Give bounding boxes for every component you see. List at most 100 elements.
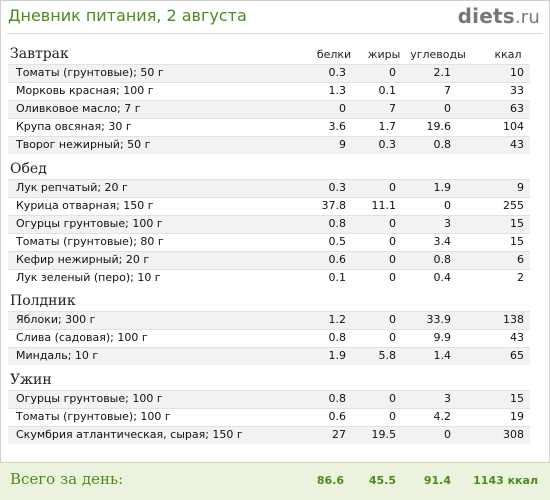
section-title: Полдник bbox=[10, 293, 76, 309]
food-name: Томаты (грунтовые); 100 г bbox=[16, 410, 171, 423]
fat-value: 0 bbox=[389, 181, 396, 194]
kcal-value: 2 bbox=[517, 271, 524, 284]
kcal-value: 308 bbox=[503, 428, 524, 441]
protein-value: 0.3 bbox=[328, 66, 347, 79]
food-row: Слива (садовая); 100 г 0.8 0 9.9 43 bbox=[8, 329, 530, 347]
carbs-value: 0 bbox=[444, 199, 451, 212]
carbs-value: 7 bbox=[444, 84, 451, 97]
kcal-value: 33 bbox=[510, 84, 524, 97]
totals-label: Всего за день: bbox=[10, 470, 124, 488]
fat-value: 0 bbox=[389, 253, 396, 266]
kcal-value: 19 bbox=[510, 410, 524, 423]
fat-value: 0 bbox=[389, 410, 396, 423]
food-name: Огурцы грунтовые; 100 г bbox=[16, 217, 163, 230]
column-header-fat: жиры bbox=[367, 48, 401, 61]
food-row: Кефир нежирный; 20 г 0.6 0 0.8 6 bbox=[8, 251, 530, 269]
kcal-value: 6 bbox=[517, 253, 524, 266]
fat-value: 0 bbox=[389, 313, 396, 326]
carbs-value: 2.1 bbox=[433, 66, 452, 79]
food-row: Морковь красная; 100 г 1.3 0.1 7 33 bbox=[8, 82, 530, 100]
food-row: Курица отварная; 150 г 37.8 11.1 0 255 bbox=[8, 197, 530, 215]
fat-value: 5.8 bbox=[378, 349, 397, 362]
fat-value: 0 bbox=[389, 271, 396, 284]
protein-value: 1.2 bbox=[328, 313, 347, 326]
food-row: Творог нежирный; 50 г 9 0.3 0.8 43 bbox=[8, 136, 530, 154]
protein-value: 37.8 bbox=[321, 199, 347, 212]
fat-value: 0.3 bbox=[378, 138, 397, 151]
protein-value: 1.3 bbox=[328, 84, 347, 97]
protein-value: 0.6 bbox=[328, 253, 347, 266]
fat-value: 0 bbox=[389, 331, 396, 344]
food-row: Томаты (грунтовые); 50 г 0.3 0 2.1 10 bbox=[8, 64, 530, 82]
kcal-value: 9 bbox=[517, 181, 524, 194]
totals-kcal: 1143 ккал bbox=[473, 474, 538, 487]
totals-protein: 86.6 bbox=[316, 474, 344, 487]
food-row: Томаты (грунтовые); 100 г 0.6 0 4.2 19 bbox=[8, 408, 530, 426]
carbs-value: 3.4 bbox=[433, 235, 452, 248]
logo-main: diets bbox=[457, 4, 515, 28]
protein-value: 0.8 bbox=[328, 331, 347, 344]
food-name: Скумбрия атлантическая, сырая; 150 г bbox=[16, 428, 243, 441]
protein-value: 0.3 bbox=[328, 181, 347, 194]
header-divider bbox=[7, 33, 543, 34]
section-title: Обед bbox=[10, 161, 47, 177]
fat-value: 0 bbox=[389, 235, 396, 248]
carbs-value: 9.9 bbox=[433, 331, 452, 344]
carbs-value: 1.9 bbox=[433, 181, 452, 194]
protein-value: 3.6 bbox=[328, 120, 347, 133]
carbs-value: 0.8 bbox=[433, 253, 452, 266]
food-name: Слива (садовая); 100 г bbox=[16, 331, 148, 344]
protein-value: 0 bbox=[339, 102, 346, 115]
kcal-value: 15 bbox=[510, 235, 524, 248]
food-name: Лук репчатый; 20 г bbox=[16, 181, 128, 194]
page-title: Дневник питания, 2 августа bbox=[8, 6, 247, 25]
food-row: Скумбрия атлантическая, сырая; 150 г 27 19… bbox=[8, 426, 530, 444]
carbs-value: 0.4 bbox=[433, 271, 452, 284]
fat-value: 19.5 bbox=[371, 428, 397, 441]
fat-value: 0 bbox=[389, 392, 396, 405]
protein-value: 0.1 bbox=[328, 271, 347, 284]
fat-value: 1.7 bbox=[378, 120, 397, 133]
carbs-value: 4.2 bbox=[433, 410, 452, 423]
kcal-value: 43 bbox=[510, 331, 524, 344]
protein-value: 9 bbox=[339, 138, 346, 151]
section-title: Ужин bbox=[10, 372, 52, 388]
carbs-value: 3 bbox=[444, 392, 451, 405]
carbs-value: 19.6 bbox=[426, 120, 452, 133]
kcal-value: 15 bbox=[510, 392, 524, 405]
carbs-value: 0 bbox=[444, 102, 451, 115]
kcal-value: 65 bbox=[510, 349, 524, 362]
food-name: Яблоки; 300 г bbox=[16, 313, 96, 326]
food-row: Огурцы грунтовые; 100 г 0.8 0 3 15 bbox=[8, 215, 530, 233]
kcal-value: 138 bbox=[503, 313, 524, 326]
daily-totals: Всего за день: 86.6 45.5 91.4 1143 ккал bbox=[0, 462, 550, 500]
logo-tld: .ru bbox=[514, 7, 540, 28]
fat-value: 0.1 bbox=[378, 84, 397, 97]
totals-fat: 45.5 bbox=[368, 474, 396, 487]
food-row: Крупа овсяная; 30 г 3.6 1.7 19.6 104 bbox=[8, 118, 530, 136]
protein-value: 0.5 bbox=[328, 235, 347, 248]
food-name: Морковь красная; 100 г bbox=[16, 84, 154, 97]
carbs-value: 1.4 bbox=[433, 349, 452, 362]
food-name: Оливковое масло; 7 г bbox=[16, 102, 141, 115]
section-title: Завтрак bbox=[10, 46, 69, 62]
fat-value: 0 bbox=[389, 66, 396, 79]
food-name: Творог нежирный; 50 г bbox=[16, 138, 151, 151]
protein-value: 0.8 bbox=[328, 392, 347, 405]
column-header-protein: белки bbox=[316, 48, 352, 61]
food-name: Кефир нежирный; 20 г bbox=[16, 253, 150, 266]
protein-value: 0.6 bbox=[328, 410, 347, 423]
protein-value: 1.9 bbox=[328, 349, 347, 362]
food-name: Томаты (грунтовые); 50 г bbox=[16, 66, 164, 79]
protein-value: 27 bbox=[332, 428, 346, 441]
food-row: Томаты (грунтовые); 80 г 0.5 0 3.4 15 bbox=[8, 233, 530, 251]
site-logo[interactable]: diets.ru bbox=[458, 4, 540, 28]
food-name: Томаты (грунтовые); 80 г bbox=[16, 235, 164, 248]
kcal-value: 43 bbox=[510, 138, 524, 151]
carbs-value: 3 bbox=[444, 217, 451, 230]
kcal-value: 104 bbox=[503, 120, 524, 133]
fat-value: 0 bbox=[389, 217, 396, 230]
fat-value: 7 bbox=[389, 102, 396, 115]
carbs-value: 33.9 bbox=[426, 313, 452, 326]
kcal-value: 255 bbox=[503, 199, 524, 212]
